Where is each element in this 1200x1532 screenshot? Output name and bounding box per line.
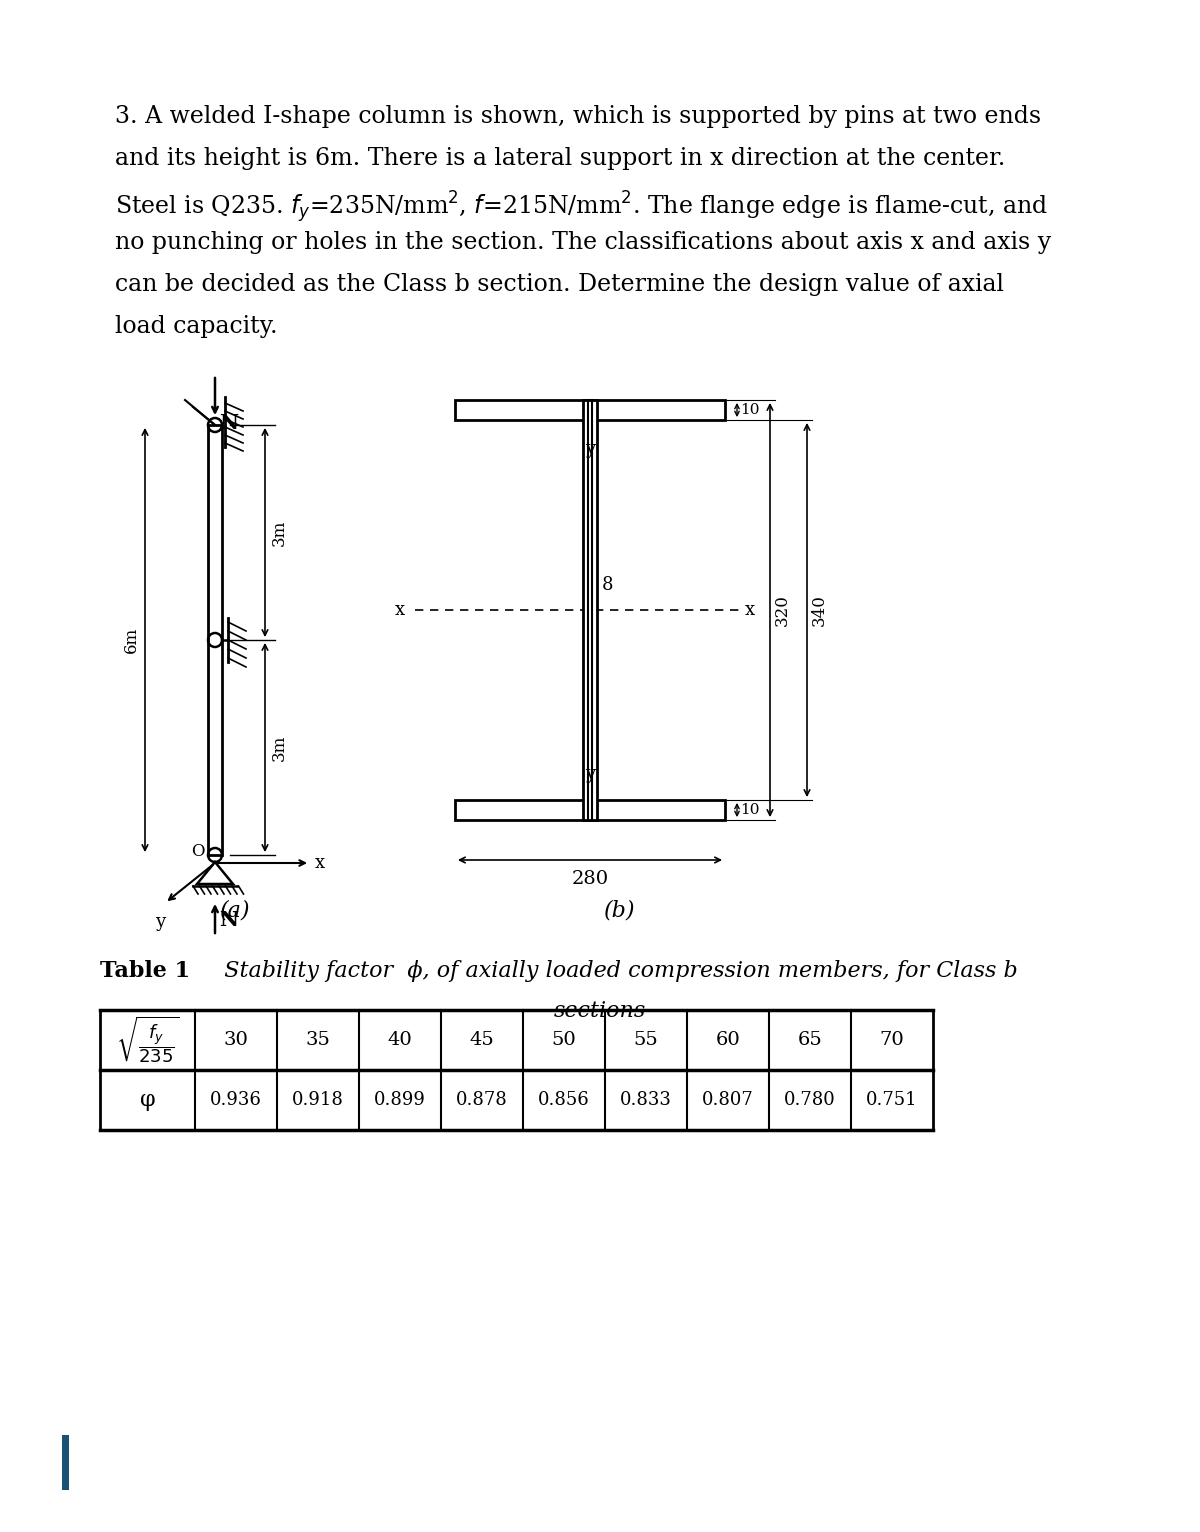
- Text: 0.918: 0.918: [292, 1091, 344, 1109]
- Text: 0.780: 0.780: [784, 1091, 836, 1109]
- Bar: [455, 400, 725, 420]
- Text: 55: 55: [634, 1031, 659, 1049]
- Bar: [100, 1010, 934, 1131]
- Text: O: O: [192, 843, 205, 859]
- Text: Table 1: Table 1: [100, 961, 190, 982]
- Text: 0.807: 0.807: [702, 1091, 754, 1109]
- Text: y: y: [155, 913, 166, 931]
- Text: 3m: 3m: [271, 519, 288, 545]
- Text: x: x: [314, 853, 325, 872]
- Text: 10: 10: [740, 803, 760, 817]
- Text: 70: 70: [880, 1031, 905, 1049]
- Polygon shape: [197, 863, 233, 884]
- Text: 10: 10: [740, 403, 760, 417]
- Text: N: N: [220, 414, 238, 434]
- Text: x: x: [745, 601, 755, 619]
- Text: 3m: 3m: [271, 734, 288, 761]
- Text: 45: 45: [469, 1031, 494, 1049]
- Text: 30: 30: [223, 1031, 248, 1049]
- Text: 320: 320: [774, 594, 791, 627]
- Text: x: x: [395, 601, 406, 619]
- Text: Stability factor  ϕ, of axially loaded compression members, for Class b: Stability factor ϕ, of axially loaded co…: [210, 961, 1018, 982]
- Text: $\sqrt{\dfrac{f_y}{235}}$: $\sqrt{\dfrac{f_y}{235}}$: [116, 1014, 179, 1066]
- Text: 60: 60: [715, 1031, 740, 1049]
- Text: y: y: [584, 764, 595, 783]
- Text: 3. A welded I-shape column is shown, which is supported by pins at two ends: 3. A welded I-shape column is shown, whi…: [115, 106, 1042, 129]
- Bar: [455, 800, 725, 820]
- Text: 340: 340: [811, 594, 828, 627]
- Text: 65: 65: [798, 1031, 822, 1049]
- Text: (a): (a): [220, 899, 251, 922]
- Text: 0.856: 0.856: [538, 1091, 590, 1109]
- Text: (b): (b): [605, 899, 636, 922]
- Text: 0.899: 0.899: [374, 1091, 426, 1109]
- Text: y: y: [584, 440, 595, 458]
- Text: 0.833: 0.833: [620, 1091, 672, 1109]
- Bar: [62, 1435, 70, 1491]
- Text: Steel is Q235. $f_y$=235N/mm$^2$, $f$=215N/mm$^2$. The flange edge is flame-cut,: Steel is Q235. $f_y$=235N/mm$^2$, $f$=21…: [115, 188, 1048, 225]
- Text: 0.751: 0.751: [866, 1091, 918, 1109]
- Text: 280: 280: [571, 870, 608, 889]
- Bar: [583, 400, 598, 820]
- Text: 35: 35: [306, 1031, 330, 1049]
- Text: load capacity.: load capacity.: [115, 316, 277, 339]
- Text: 6m: 6m: [124, 627, 140, 653]
- Text: φ: φ: [139, 1089, 155, 1111]
- Text: can be decided as the Class b section. Determine the design value of axial: can be decided as the Class b section. D…: [115, 273, 1004, 296]
- Text: 8: 8: [602, 576, 613, 594]
- Text: 50: 50: [552, 1031, 576, 1049]
- Text: 40: 40: [388, 1031, 413, 1049]
- Text: and its height is 6m. There is a lateral support in x direction at the center.: and its height is 6m. There is a lateral…: [115, 147, 1006, 170]
- Bar: [208, 424, 222, 855]
- Text: 0.936: 0.936: [210, 1091, 262, 1109]
- Text: no punching or holes in the section. The classifications about axis x and axis y: no punching or holes in the section. The…: [115, 231, 1051, 254]
- Text: 0.878: 0.878: [456, 1091, 508, 1109]
- Text: N: N: [220, 910, 238, 930]
- Text: sections: sections: [554, 1000, 646, 1022]
